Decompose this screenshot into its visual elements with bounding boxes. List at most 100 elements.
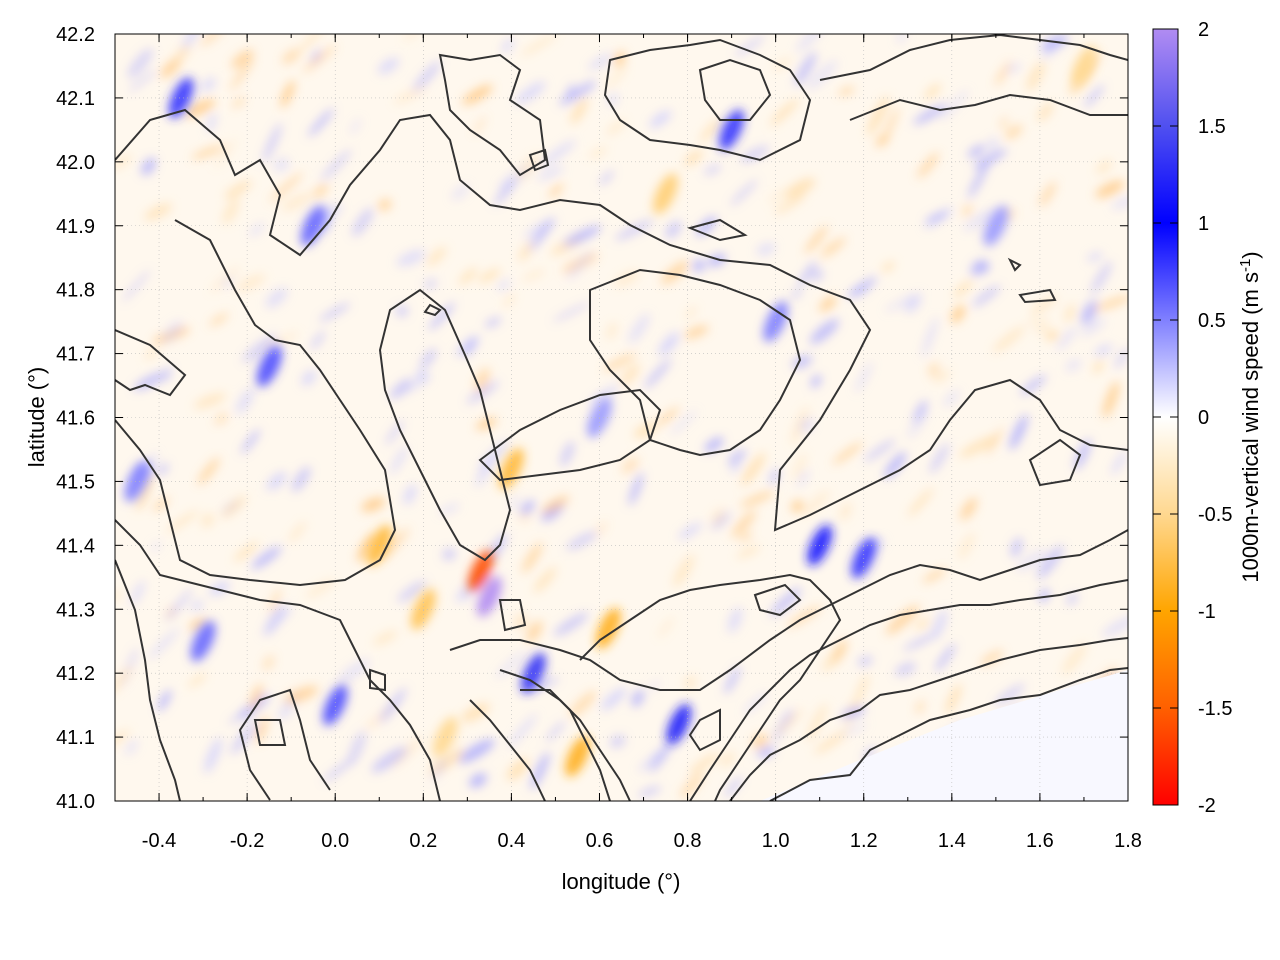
- colorbar-tick-label: -1.5: [1198, 698, 1232, 720]
- field-streak: [756, 243, 776, 256]
- field-streak: [199, 34, 224, 46]
- field-streak: [614, 51, 626, 67]
- contour-line: [253, 719, 287, 746]
- field-streak: [806, 60, 838, 91]
- field-streak: [526, 620, 543, 643]
- field-streak: [469, 773, 487, 788]
- field-streak: [273, 157, 290, 172]
- field-streak: [692, 259, 706, 273]
- contour-line: [686, 218, 748, 242]
- field-streak: [699, 118, 722, 143]
- field-streak: [588, 53, 613, 70]
- field-streak: [594, 521, 607, 537]
- field-streak: [458, 739, 495, 764]
- colorbar-tick-label: 0: [1198, 407, 1209, 429]
- field-streak: [638, 786, 662, 798]
- field-streak: [174, 45, 191, 61]
- field-streak: [802, 490, 830, 516]
- field-streak: [191, 600, 204, 611]
- field-streak: [413, 60, 441, 92]
- field-streak: [121, 269, 151, 303]
- hotspot: [1071, 45, 1097, 87]
- field-streak: [644, 358, 672, 389]
- field-streak: [473, 116, 486, 135]
- contour-line: [579, 573, 842, 801]
- field-streak: [1114, 347, 1128, 369]
- contour-line: [1007, 257, 1022, 272]
- field-streak: [774, 193, 806, 214]
- x-tick-label: 1.6: [1026, 830, 1054, 852]
- field-streak: [855, 362, 873, 393]
- field-streak: [985, 427, 1004, 455]
- y-tick-label: 41.2: [56, 663, 95, 685]
- field-streak: [839, 502, 852, 521]
- field-streak: [967, 144, 986, 158]
- field-streak: [537, 166, 564, 180]
- field-streak: [727, 607, 743, 633]
- field-streak: [1111, 195, 1128, 210]
- field-streak: [222, 197, 240, 225]
- field-streak: [266, 471, 287, 491]
- field-streak: [987, 137, 999, 151]
- colorbar-tick-label: 2: [1198, 19, 1209, 41]
- field-streak: [371, 746, 408, 773]
- hotspot: [521, 652, 546, 694]
- contour-line: [520, 689, 611, 801]
- hotspot: [565, 736, 590, 777]
- field-streak: [515, 81, 546, 105]
- field-streak: [1000, 117, 1007, 129]
- field-streak: [269, 588, 281, 614]
- field-streak: [288, 521, 306, 543]
- field-streak: [1096, 159, 1113, 174]
- field-streak: [442, 548, 456, 561]
- field-streak: [601, 687, 627, 711]
- y-tick-label: 42.0: [56, 152, 95, 174]
- field-streak: [972, 285, 1001, 307]
- field-streak: [545, 720, 565, 743]
- field-streak: [200, 77, 216, 92]
- field-streak: [323, 758, 354, 782]
- field-streak: [757, 746, 776, 758]
- field-streak: [249, 222, 265, 237]
- field-streak: [922, 316, 938, 358]
- field-streak: [689, 752, 719, 775]
- field-streak: [188, 672, 207, 688]
- field-streak: [1045, 330, 1059, 341]
- field-streak: [634, 422, 657, 439]
- field-streak: [189, 618, 207, 631]
- field-streak: [282, 49, 300, 65]
- field-streak: [925, 212, 949, 223]
- field-streak: [730, 179, 758, 206]
- field-streak: [301, 370, 317, 386]
- field-streak: [992, 326, 1025, 353]
- field-streak: [320, 149, 352, 181]
- field-streak: [231, 49, 254, 69]
- field-streak: [125, 739, 138, 755]
- field-streak: [306, 579, 335, 598]
- field-streak: [302, 45, 337, 73]
- field-streak: [1010, 537, 1023, 558]
- contour-line: [769, 667, 1128, 801]
- field-streak: [970, 259, 986, 276]
- field-streak: [310, 330, 326, 350]
- field-streak: [476, 417, 497, 430]
- field-streak: [631, 689, 645, 707]
- field-streak: [567, 250, 593, 280]
- field-streak: [1090, 261, 1112, 295]
- field-streak: [1056, 326, 1078, 351]
- contour-line: [689, 579, 1128, 801]
- field-streak: [739, 532, 753, 542]
- field-streak: [734, 35, 765, 57]
- colorbar-title: 1000m-vertical wind speed (m s-1): [1237, 251, 1263, 582]
- field-streak: [281, 192, 313, 212]
- field-streak: [464, 336, 476, 357]
- field-streak: [507, 758, 529, 781]
- colorbar-title-sup: -1: [1237, 259, 1254, 272]
- field-streak: [128, 69, 157, 93]
- field-streak: [960, 497, 978, 521]
- field-streak: [939, 89, 969, 121]
- colorbar-tick-label: -0.5: [1198, 504, 1232, 526]
- contour-line: [1028, 438, 1082, 487]
- field-streak: [931, 609, 948, 640]
- field-streak: [511, 495, 519, 511]
